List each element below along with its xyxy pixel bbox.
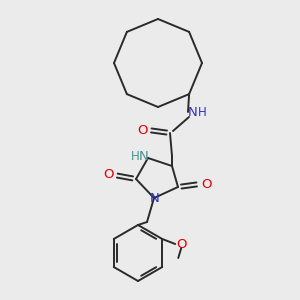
Text: N: N bbox=[139, 151, 149, 164]
Text: O: O bbox=[176, 238, 187, 250]
Text: O: O bbox=[103, 169, 113, 182]
Text: N: N bbox=[188, 106, 198, 118]
Text: O: O bbox=[137, 124, 147, 136]
Text: H: H bbox=[198, 106, 206, 119]
Text: H: H bbox=[130, 149, 140, 163]
Text: O: O bbox=[201, 178, 211, 190]
Text: N: N bbox=[150, 193, 160, 206]
